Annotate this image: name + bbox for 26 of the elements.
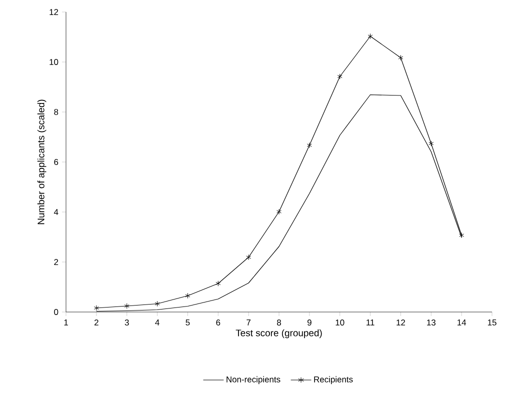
y-tick-label: 8 <box>54 109 58 115</box>
x-tick-label: 6 <box>216 320 220 326</box>
y-tick-label: 4 <box>54 209 58 215</box>
x-tick-label: 13 <box>427 320 436 326</box>
x-tick-label: 9 <box>307 320 312 326</box>
x-tick-label: 8 <box>277 320 281 326</box>
x-axis-title: Test score (grouped) <box>236 329 322 338</box>
legend-label: Recipients <box>314 376 353 384</box>
x-tick-label: 12 <box>396 320 406 326</box>
legend-label: Non-recipients <box>226 376 280 384</box>
y-tick-label: 0 <box>54 309 58 315</box>
x-tick-label: 1 <box>64 320 68 326</box>
x-tick-label: 11 <box>366 320 374 326</box>
x-tick-label: 15 <box>488 320 496 326</box>
y-tick-label: 6 <box>54 159 58 165</box>
y-axis-title: Number of applicants (scaled) <box>37 100 46 224</box>
x-tick-label: 7 <box>246 320 251 326</box>
x-tick-label: 3 <box>124 320 129 326</box>
y-tick-label: 12 <box>50 9 58 15</box>
y-tick-label: 10 <box>50 59 58 65</box>
x-tick-label: 14 <box>458 320 466 326</box>
x-tick-label: 4 <box>155 320 160 326</box>
x-tick-label: 10 <box>336 320 344 326</box>
x-tick-label: 2 <box>94 320 98 326</box>
y-tick-label: 2 <box>54 259 58 265</box>
x-tick-label: 5 <box>186 320 190 326</box>
